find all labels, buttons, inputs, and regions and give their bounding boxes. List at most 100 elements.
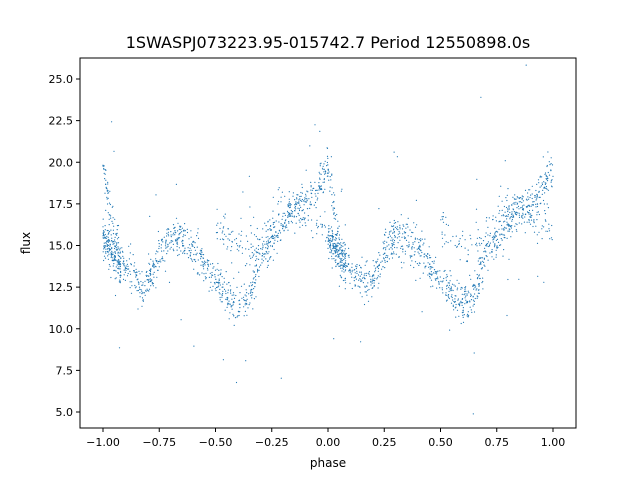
data-point xyxy=(469,300,471,302)
data-point xyxy=(297,202,299,204)
data-point xyxy=(258,252,260,254)
data-point xyxy=(516,202,519,204)
data-point xyxy=(218,279,220,282)
data-point xyxy=(488,245,491,247)
data-point xyxy=(522,214,524,216)
data-point xyxy=(271,237,273,239)
data-point xyxy=(291,222,293,224)
data-point xyxy=(421,311,423,313)
data-point xyxy=(331,231,333,233)
data-point xyxy=(521,216,523,218)
data-point xyxy=(167,231,169,233)
data-point xyxy=(104,237,106,239)
data-point xyxy=(205,277,207,279)
data-point xyxy=(190,249,192,251)
data-point xyxy=(140,289,142,291)
data-point xyxy=(452,305,454,307)
data-point xyxy=(164,260,166,262)
data-point xyxy=(499,220,501,222)
data-point xyxy=(225,290,227,292)
data-point xyxy=(344,248,346,250)
data-point xyxy=(310,186,312,188)
data-point xyxy=(197,273,199,275)
data-point xyxy=(506,221,508,223)
data-point xyxy=(468,292,470,294)
data-point xyxy=(226,296,228,299)
data-point xyxy=(184,230,186,232)
data-point xyxy=(537,211,540,213)
data-point xyxy=(277,232,279,234)
data-point xyxy=(247,240,249,242)
data-point xyxy=(122,278,125,280)
data-point xyxy=(528,221,530,223)
data-point xyxy=(206,261,208,263)
data-point xyxy=(250,243,252,245)
data-point xyxy=(403,262,405,264)
data-point xyxy=(175,217,178,219)
data-point xyxy=(465,295,467,297)
data-point xyxy=(227,292,229,294)
data-point xyxy=(117,255,119,257)
data-point xyxy=(304,197,306,199)
data-point xyxy=(251,252,253,254)
data-point xyxy=(440,280,442,282)
data-point xyxy=(218,269,220,271)
data-point xyxy=(272,259,274,261)
data-point xyxy=(485,243,487,245)
data-point xyxy=(528,189,530,191)
data-point xyxy=(397,233,399,235)
data-point xyxy=(526,211,529,213)
data-point xyxy=(136,271,138,273)
data-point xyxy=(190,257,192,260)
data-point xyxy=(374,269,377,271)
data-point xyxy=(280,223,282,225)
data-point xyxy=(513,198,516,200)
data-point xyxy=(303,219,305,221)
data-point xyxy=(255,274,257,276)
data-point xyxy=(150,280,152,283)
data-point xyxy=(459,305,461,307)
data-point xyxy=(374,277,376,279)
data-point xyxy=(109,230,111,233)
data-point xyxy=(205,272,207,274)
data-point xyxy=(342,252,344,254)
data-point xyxy=(483,258,485,260)
data-point xyxy=(129,252,131,254)
data-point xyxy=(465,290,467,292)
data-point xyxy=(134,262,136,264)
data-point xyxy=(103,172,105,174)
data-point xyxy=(182,252,184,254)
data-point xyxy=(317,227,319,229)
data-point xyxy=(338,255,340,257)
data-point xyxy=(253,277,255,279)
data-point xyxy=(277,234,279,237)
data-point xyxy=(229,312,231,314)
data-point xyxy=(391,243,393,245)
data-point xyxy=(240,234,242,236)
data-point xyxy=(316,222,318,224)
data-point xyxy=(155,250,158,252)
data-point xyxy=(414,226,417,228)
data-point xyxy=(102,231,104,233)
data-point xyxy=(106,198,108,200)
data-point xyxy=(462,311,464,313)
data-point xyxy=(108,250,111,252)
data-point xyxy=(183,234,185,236)
data-point xyxy=(385,231,387,233)
data-point xyxy=(514,194,516,196)
data-point xyxy=(202,263,204,265)
data-point xyxy=(551,224,553,227)
data-point xyxy=(332,207,334,209)
data-point xyxy=(243,283,245,285)
data-point xyxy=(197,272,199,274)
data-point xyxy=(125,265,127,267)
data-point xyxy=(313,204,315,206)
data-point xyxy=(194,242,196,244)
data-point xyxy=(265,247,267,249)
data-point xyxy=(259,253,261,255)
data-point xyxy=(328,257,330,260)
data-point xyxy=(102,164,104,166)
data-point xyxy=(278,214,280,216)
data-point xyxy=(334,194,336,196)
